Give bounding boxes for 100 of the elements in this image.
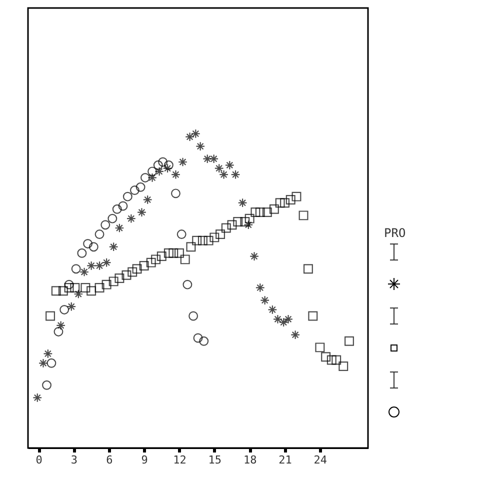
x-tick-label: 24	[314, 454, 328, 466]
point	[46, 358, 56, 368]
point	[176, 230, 186, 240]
point	[188, 311, 198, 321]
point	[43, 348, 53, 358]
point	[139, 260, 149, 270]
point	[71, 264, 81, 274]
point	[94, 230, 104, 240]
legend-title: PRO	[384, 226, 406, 240]
point	[303, 264, 313, 274]
point	[114, 274, 124, 284]
point	[58, 286, 68, 296]
point	[118, 201, 128, 211]
point	[262, 208, 272, 218]
point	[168, 248, 178, 258]
point	[269, 204, 279, 214]
point	[170, 188, 180, 198]
point	[38, 358, 48, 368]
point	[122, 270, 132, 280]
point	[164, 248, 174, 258]
point	[108, 276, 118, 286]
point	[298, 210, 308, 220]
point	[136, 208, 146, 218]
point	[315, 342, 325, 352]
point	[56, 320, 66, 330]
point	[122, 192, 132, 202]
point	[244, 220, 254, 230]
point	[216, 230, 226, 240]
x-tick-label: 12	[173, 454, 186, 466]
point	[108, 242, 118, 252]
point	[86, 260, 96, 270]
point	[130, 186, 140, 196]
point	[64, 282, 74, 292]
point	[174, 248, 184, 258]
point	[250, 208, 260, 218]
point	[280, 198, 290, 208]
point	[170, 170, 180, 180]
point	[250, 252, 260, 262]
point	[326, 355, 336, 365]
point	[275, 198, 285, 208]
point	[126, 214, 136, 224]
x-tick-label: 0	[36, 454, 42, 466]
point	[180, 254, 190, 264]
point	[214, 164, 224, 174]
point	[132, 264, 142, 274]
point	[308, 311, 318, 321]
point	[233, 216, 243, 226]
point	[182, 280, 192, 290]
x-tick-label: 9	[141, 454, 148, 466]
point	[230, 170, 240, 180]
point	[32, 392, 42, 402]
point	[196, 142, 206, 152]
point	[178, 157, 188, 167]
point	[204, 236, 214, 246]
point	[60, 304, 70, 314]
point	[219, 170, 229, 180]
point	[164, 160, 174, 170]
point	[260, 296, 270, 306]
point	[158, 157, 168, 167]
point	[77, 248, 87, 258]
point	[199, 336, 209, 346]
point	[94, 282, 104, 292]
point	[156, 252, 166, 262]
point	[292, 192, 302, 202]
point	[186, 242, 196, 252]
point	[244, 214, 254, 224]
point	[221, 223, 231, 233]
point	[268, 304, 278, 314]
point	[64, 280, 74, 290]
point	[80, 282, 90, 292]
point	[102, 280, 112, 290]
point	[255, 208, 265, 218]
x-tick-label: 15	[208, 454, 222, 466]
point	[224, 160, 234, 170]
point	[108, 214, 118, 224]
point	[272, 314, 282, 324]
point	[100, 220, 110, 230]
point	[142, 194, 152, 204]
point	[193, 333, 203, 343]
point	[86, 286, 96, 296]
point	[151, 254, 161, 264]
point	[290, 330, 300, 340]
point	[286, 194, 296, 204]
point	[198, 236, 208, 246]
point	[255, 282, 265, 292]
point	[74, 289, 84, 299]
point	[192, 236, 202, 246]
point	[54, 326, 64, 336]
point	[227, 220, 237, 230]
point	[332, 355, 342, 365]
point	[136, 182, 146, 192]
point	[114, 223, 124, 233]
point	[83, 238, 93, 248]
point	[128, 267, 138, 277]
point	[88, 242, 98, 252]
point	[51, 286, 61, 296]
x-tick-label: 18	[243, 454, 257, 466]
point	[338, 362, 348, 372]
point	[210, 232, 220, 242]
point	[46, 311, 56, 321]
